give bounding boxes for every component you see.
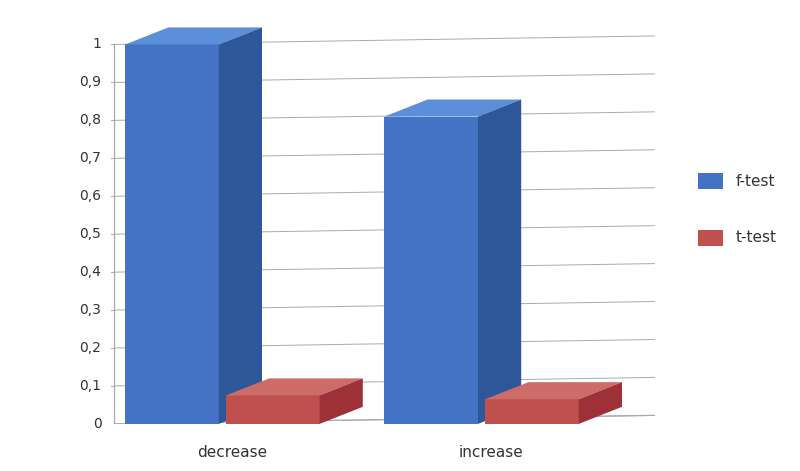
Text: 0,4: 0,4 xyxy=(79,265,102,279)
Polygon shape xyxy=(485,382,622,399)
Text: 1: 1 xyxy=(93,38,102,51)
Polygon shape xyxy=(698,230,723,245)
Polygon shape xyxy=(125,27,262,44)
Text: 0,9: 0,9 xyxy=(79,75,102,89)
Text: 0: 0 xyxy=(93,417,102,431)
Text: increase: increase xyxy=(458,445,523,460)
Text: 0,2: 0,2 xyxy=(79,341,102,355)
Text: f-test: f-test xyxy=(736,174,775,188)
Polygon shape xyxy=(226,378,363,396)
Text: 0,6: 0,6 xyxy=(79,189,102,203)
Polygon shape xyxy=(320,378,363,424)
Text: t-test: t-test xyxy=(736,230,777,245)
Polygon shape xyxy=(226,396,320,424)
Text: 0,7: 0,7 xyxy=(79,151,102,165)
Text: 0,5: 0,5 xyxy=(79,227,102,241)
Text: decrease: decrease xyxy=(197,445,267,460)
Polygon shape xyxy=(384,99,522,116)
Polygon shape xyxy=(698,173,723,189)
Text: 0,1: 0,1 xyxy=(79,379,102,393)
Text: 0,8: 0,8 xyxy=(79,114,102,127)
Text: 0,3: 0,3 xyxy=(79,303,102,317)
Polygon shape xyxy=(384,116,478,424)
Polygon shape xyxy=(578,382,622,424)
Polygon shape xyxy=(485,399,578,424)
Polygon shape xyxy=(219,27,262,424)
Polygon shape xyxy=(478,99,522,424)
Polygon shape xyxy=(125,44,219,424)
